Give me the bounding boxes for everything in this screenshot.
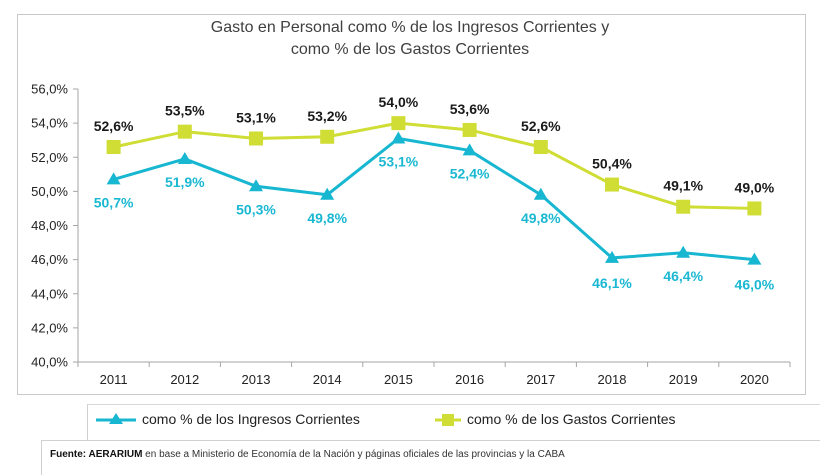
data-label: 50,3%: [236, 201, 276, 217]
data-point-square: [747, 201, 762, 216]
data-point-square: [249, 131, 263, 146]
series-line-ingresos: [113, 136, 755, 262]
source-prefix: Fuente: AERARIUM: [50, 449, 143, 460]
data-point-triangle: [249, 179, 263, 192]
chart-title: Gasto en Personal como % de los Ingresos…: [0, 17, 820, 61]
data-label: 52,6%: [94, 118, 134, 134]
data-label: 50,4%: [592, 156, 632, 172]
x-tick-label: 2012: [170, 372, 199, 387]
y-tick-label: 50,0%: [31, 184, 68, 199]
data-point-square: [676, 199, 691, 214]
chart-title-line-1: Gasto en Personal como % de los Ingresos…: [210, 19, 610, 36]
series-layer: [106, 116, 762, 265]
legend: como % de los Ingresos Corrientes como %…: [87, 404, 820, 440]
y-tick-label: 52,0%: [31, 150, 68, 165]
x-tick-label: 2015: [384, 372, 413, 387]
data-label: 54,0%: [379, 94, 419, 110]
y-tick-label: 56,0%: [31, 82, 68, 97]
line-chart: 40,0% 42,0% 44,0% 46,0% 48,0% 50,0% 52,0% 54,0%…: [31, 82, 791, 387]
data-label: 53,1%: [379, 153, 419, 169]
data-point-square: [391, 116, 406, 131]
data-labels: 50,7% 51,9% 50,3% 49,8% 53,1% 52,4% 49,8% 46,1%…: [94, 94, 775, 293]
x-tick-label: 2018: [598, 372, 627, 387]
square-marker-icon: [435, 414, 461, 426]
legend-label-gastos: como % de los Gastos Corrientes: [467, 411, 676, 427]
data-label: 49,0%: [735, 179, 775, 195]
data-label: 53,1%: [236, 109, 276, 125]
y-tick-label: 42,0%: [31, 320, 68, 335]
x-tick-label: 2019: [669, 372, 698, 387]
data-point-triangle: [106, 172, 121, 185]
data-label: 46,1%: [592, 275, 632, 291]
y-tick-label: 54,0%: [31, 116, 68, 131]
legend-label-ingresos: como % de los Ingresos Corrientes: [142, 411, 360, 427]
source-text: en base a Ministerio de Economía de la N…: [142, 449, 565, 460]
data-point-triangle: [177, 151, 192, 164]
data-label: 53,5%: [165, 103, 205, 119]
x-tick-label: 2016: [455, 372, 484, 387]
y-tick-label: 46,0%: [31, 252, 68, 267]
data-label: 53,6%: [450, 101, 490, 117]
data-point-triangle: [533, 187, 548, 200]
x-tick-label: 2013: [242, 372, 271, 387]
x-tick-label: 2011: [100, 372, 128, 387]
data-point-triangle: [676, 245, 691, 258]
data-label: 46,4%: [663, 268, 703, 284]
x-tick-label: 2014: [313, 372, 342, 387]
data-point-triangle: [320, 187, 335, 200]
data-label: 50,7%: [94, 194, 134, 210]
data-point-triangle: [605, 250, 619, 263]
data-label: 52,6%: [521, 118, 561, 134]
axes: 40,0% 42,0% 44,0% 46,0% 48,0% 50,0% 52,0% 54,0%…: [31, 82, 791, 387]
y-tick-label: 40,0%: [31, 355, 68, 370]
data-point-triangle: [747, 252, 762, 265]
data-label: 46,0%: [735, 277, 775, 293]
legend-item-ingresos: como % de los Ingresos Corrientes: [96, 411, 360, 427]
y-tick-label: 48,0%: [31, 218, 68, 233]
data-point-square: [605, 177, 619, 192]
triangle-marker-icon: [96, 413, 136, 424]
data-point-triangle: [462, 143, 477, 156]
chart-title-line-2: como % de los Gastos Corrientes: [290, 41, 530, 58]
data-label: 49,8%: [521, 210, 561, 226]
source-note: Fuente: AERARIUM en base a Ministerio de…: [41, 440, 820, 475]
x-tick-label: 2017: [526, 372, 555, 387]
data-point-square: [462, 122, 477, 137]
data-label: 51,9%: [165, 174, 205, 190]
y-tick-label: 44,0%: [31, 286, 68, 301]
x-tick-label: 2020: [740, 372, 769, 387]
data-point-square: [106, 140, 121, 155]
data-point-square: [177, 124, 192, 139]
data-label: 49,1%: [663, 178, 703, 194]
data-label: 53,2%: [307, 108, 347, 124]
data-label: 52,4%: [450, 165, 490, 181]
series-line-gastos: [113, 121, 755, 210]
data-label: 49,8%: [307, 210, 347, 226]
data-point-triangle: [391, 131, 406, 144]
data-point-square: [533, 140, 548, 155]
data-point-square: [320, 129, 335, 144]
legend-item-gastos: como % de los Gastos Corrientes: [435, 411, 676, 427]
